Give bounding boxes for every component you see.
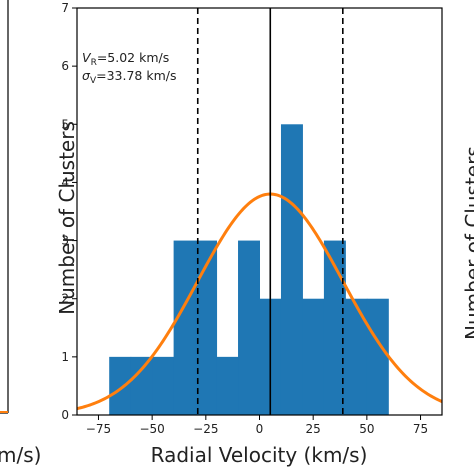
histogram-bar: [130, 356, 153, 415]
x-tick-label: 50: [359, 422, 374, 436]
y-tick-label: 5: [61, 117, 69, 131]
right-panel-ylabel-fragment: Number of Clusters: [461, 146, 474, 340]
right-panel-fragment: Number of Clusters: [461, 146, 474, 340]
y-tick-label: 7: [61, 1, 69, 15]
histogram-bar: [152, 356, 175, 415]
mean-velocity-annotation: VR=5.02 km/s: [82, 50, 169, 68]
y-tick-label: 2: [61, 292, 69, 306]
y-tick-label: 0: [61, 408, 69, 422]
y-tick-label: 3: [61, 234, 69, 248]
x-tick-label: −50: [139, 422, 164, 436]
reference-lines: [196, 8, 344, 415]
histogram-bar: [302, 298, 325, 415]
histogram-bar: [323, 240, 346, 415]
dispersion-annotation: σV=33.78 km/s: [82, 68, 176, 86]
y-tick-label: 1: [61, 350, 69, 364]
main-plot: −75 −50 −25 0 25 50 75 0 1 2 3 4 5 6 7 VR=5.02 km/s σ…: [55, 1, 443, 467]
y-tick-label: 4: [61, 175, 69, 189]
x-tick-label: 75: [413, 422, 428, 436]
histogram-bar: [345, 298, 368, 415]
left-panel-xlabel-fragment: m/s): [0, 443, 41, 467]
left-panel-fragment: m/s): [0, 0, 41, 467]
gaussian-fit-curve: [76, 192, 443, 411]
x-tick-label: −25: [193, 422, 218, 436]
histogram-bar: [109, 356, 132, 415]
x-axis-label: Radial Velocity (km/s): [151, 443, 368, 467]
histogram-bar: [195, 240, 218, 415]
x-tick-label: 25: [306, 422, 321, 436]
y-axis-label: Number of Clusters: [55, 121, 79, 315]
y-tick-label: 6: [61, 59, 69, 73]
x-tick-label: 0: [256, 422, 264, 436]
x-axis-ticks: −75 −50 −25 0 25 50 75: [86, 415, 428, 436]
histogram-bar: [366, 298, 389, 415]
histogram-bars: [109, 124, 389, 416]
y-axis-ticks: 0 1 2 3 4 5 6 7: [61, 1, 77, 422]
histogram-bar: [216, 356, 239, 415]
x-tick-label: −75: [86, 422, 111, 436]
histogram-bar: [238, 240, 260, 415]
histogram-bar: [173, 240, 196, 415]
histogram-bar: [280, 124, 303, 416]
